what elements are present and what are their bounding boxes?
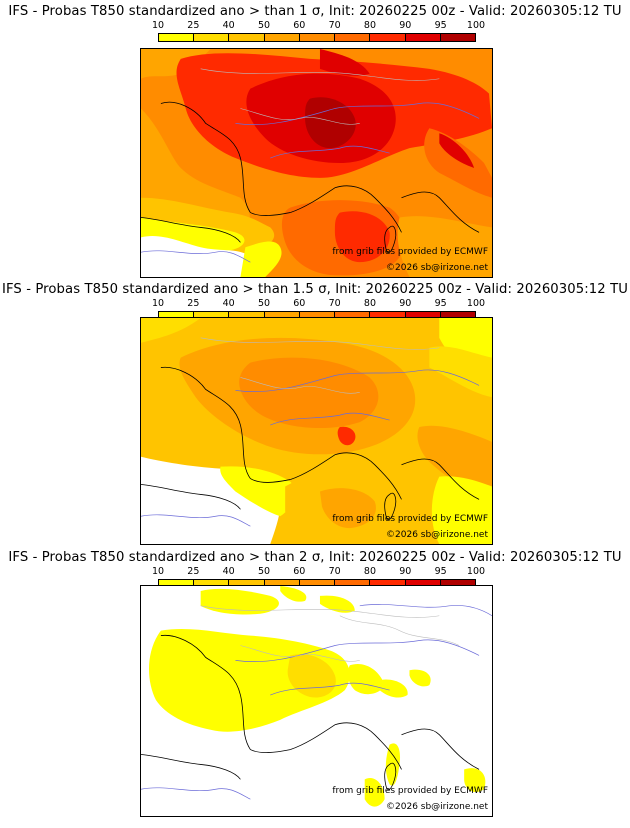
colorbar-tick: 90 xyxy=(399,20,412,31)
colorbar-tick: 90 xyxy=(399,298,412,309)
colorbar-tick: 80 xyxy=(363,298,377,309)
colorbar-segment xyxy=(440,34,475,41)
colorbar-tick: 60 xyxy=(293,566,306,577)
map-panel-1-5sigma: IFS - Probas T850 standardized ano > tha… xyxy=(0,278,630,546)
colorbar-segment xyxy=(159,312,195,319)
map-graphic xyxy=(141,586,492,816)
colorbar-tick: 95 xyxy=(434,298,447,309)
colorbar-tick: 10 xyxy=(151,20,165,31)
panel-title: IFS - Probas T850 standardized ano > tha… xyxy=(1,282,628,297)
colorbar-segment xyxy=(405,580,441,587)
colorbar-segment xyxy=(159,34,195,41)
colorbar-tick: 60 xyxy=(293,20,306,31)
credit-copyright: ©2026 sb@irizone.net xyxy=(386,530,488,540)
colorbar-ticks: 10 25 40 50 60 70 80 90 95 100 xyxy=(152,566,485,578)
panel-title: IFS - Probas T850 standardized ano > tha… xyxy=(8,550,622,565)
colorbar-tick: 25 xyxy=(187,298,200,309)
colorbar-segment xyxy=(335,312,371,319)
colorbar-tick: 10 xyxy=(151,298,165,309)
colorbar-tick: 95 xyxy=(434,20,447,31)
probability-map: from grib files provided by ECMWF ©2026 … xyxy=(140,585,493,817)
colorbar-segment xyxy=(299,580,336,587)
colorbar-ticks: 10 25 40 50 60 70 80 90 95 100 xyxy=(152,298,485,310)
colorbar-segment xyxy=(229,580,265,587)
colorbar-segment xyxy=(159,580,195,587)
colorbar-tick: 90 xyxy=(399,566,412,577)
colorbar-segment xyxy=(370,34,406,41)
colorbar-tick: 70 xyxy=(328,298,341,309)
colorbar-segment xyxy=(194,34,230,41)
credit-copyright: ©2026 sb@irizone.net xyxy=(386,802,488,812)
colorbar-segment xyxy=(335,34,371,41)
colorbar-segment xyxy=(405,312,441,319)
colorbar-tick: 40 xyxy=(222,298,235,309)
colorbar-tick: 70 xyxy=(328,566,341,577)
colorbar-tick: 50 xyxy=(257,298,271,309)
credit-source: from grib files provided by ECMWF xyxy=(332,514,488,524)
colorbar-segment xyxy=(370,312,406,319)
colorbar-tick: 95 xyxy=(434,566,447,577)
colorbar-segment xyxy=(405,34,441,41)
colorbar-tick: 100 xyxy=(466,566,486,577)
colorbar xyxy=(158,33,476,42)
probability-map: from grib files provided by ECMWF ©2026 … xyxy=(140,317,493,545)
colorbar-segment xyxy=(370,580,406,587)
colorbar-tick: 80 xyxy=(363,566,377,577)
colorbar-tick: 40 xyxy=(222,566,235,577)
colorbar-segment xyxy=(299,312,336,319)
map-panel-1sigma: IFS - Probas T850 standardized ano > tha… xyxy=(0,0,630,278)
colorbar-segment xyxy=(264,580,300,587)
colorbar-tick: 70 xyxy=(328,20,341,31)
probability-map: from grib files provided by ECMWF ©2026 … xyxy=(140,48,493,278)
credit-source: from grib files provided by ECMWF xyxy=(332,786,488,796)
colorbar-ticks: 10 25 40 50 60 70 80 90 95 100 xyxy=(152,20,485,32)
panel-title: IFS - Probas T850 standardized ano > tha… xyxy=(8,4,622,19)
colorbar-tick: 25 xyxy=(187,20,200,31)
colorbar-tick: 10 xyxy=(151,566,165,577)
colorbar-tick: 60 xyxy=(293,298,306,309)
map-graphic xyxy=(141,49,492,277)
colorbar-tick: 40 xyxy=(222,20,235,31)
map-panel-2sigma: IFS - Probas T850 standardized ano > tha… xyxy=(0,546,630,828)
colorbar-segment xyxy=(194,312,230,319)
colorbar-tick: 100 xyxy=(466,20,486,31)
colorbar-segment xyxy=(299,34,336,41)
credit-source: from grib files provided by ECMWF xyxy=(332,247,488,257)
colorbar-segment xyxy=(229,34,265,41)
colorbar-tick: 80 xyxy=(363,20,377,31)
colorbar-tick: 50 xyxy=(257,20,271,31)
colorbar-segment xyxy=(440,312,475,319)
colorbar-segment xyxy=(335,580,371,587)
colorbar-segment xyxy=(264,34,300,41)
colorbar-tick: 100 xyxy=(466,298,486,309)
colorbar-tick: 25 xyxy=(187,566,200,577)
colorbar-tick: 50 xyxy=(257,566,271,577)
colorbar-segment xyxy=(229,312,265,319)
map-graphic xyxy=(141,318,492,544)
colorbar-segment xyxy=(264,312,300,319)
credit-copyright: ©2026 sb@irizone.net xyxy=(386,263,488,273)
colorbar-segment xyxy=(440,580,475,587)
colorbar-segment xyxy=(194,580,230,587)
